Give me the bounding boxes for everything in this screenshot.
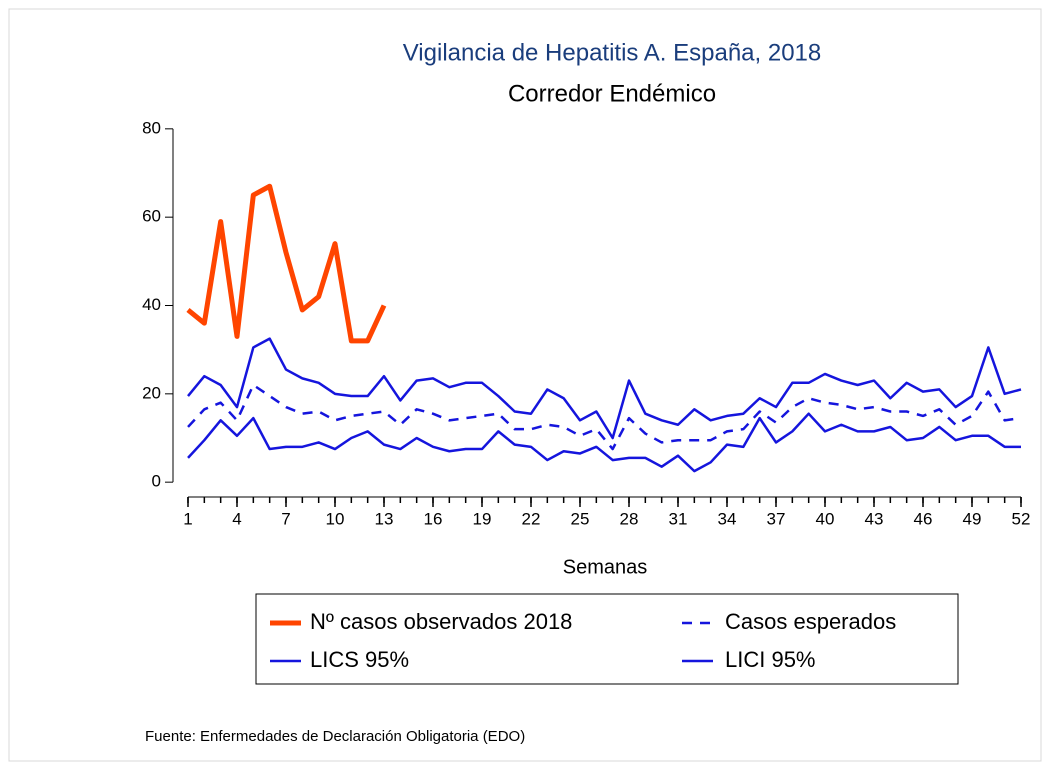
x-tick-label: 52: [1012, 509, 1031, 528]
legend-box: [255, 593, 959, 685]
legend-label: Nº casos observados 2018: [310, 609, 572, 634]
x-tick-label: 19: [473, 509, 492, 528]
x-tick-label: 4: [232, 509, 241, 528]
source-note: Fuente: Enfermedades de Declaración Obli…: [145, 728, 525, 745]
frame: [8, 8, 1042, 762]
series-line: [187, 383, 1022, 451]
x-tick-label: 25: [571, 509, 590, 528]
legend-label: LICI 95%: [725, 647, 816, 672]
x-tick-label: 22: [522, 509, 541, 528]
legend-label: LICS 95%: [310, 647, 409, 672]
x-tick-label: 37: [767, 509, 786, 528]
x-tick-label: 7: [281, 509, 290, 528]
legend-label: Casos esperados: [725, 609, 896, 634]
x-tick-label: 46: [914, 509, 933, 528]
y-tick-label: 80: [142, 118, 161, 137]
series-line: [186, 183, 387, 344]
chart-title: Vigilancia de Hepatitis A. España, 2018: [403, 39, 822, 66]
x-tick-label: 13: [375, 509, 394, 528]
x-tick-label: 10: [326, 509, 345, 528]
x-tick-label: 43: [865, 509, 884, 528]
chart-subtitle: Corredor Endémico: [508, 80, 716, 107]
y-tick-label: 60: [142, 207, 161, 226]
series-line: [187, 412, 1021, 473]
x-tick-label: 31: [669, 509, 688, 528]
x-tick-label: 40: [816, 509, 835, 528]
x-axis-title: Semanas: [563, 556, 648, 578]
x-tick-label: 16: [424, 509, 443, 528]
y-tick-label: 0: [152, 472, 161, 491]
x-tick-label: 28: [620, 509, 639, 528]
y-tick-label: 20: [142, 383, 161, 402]
series-line: [187, 337, 1022, 440]
x-tick-label: 1: [183, 509, 192, 528]
y-tick-label: 40: [142, 295, 161, 314]
x-tick-label: 49: [963, 509, 982, 528]
x-tick-label: 34: [718, 509, 737, 528]
